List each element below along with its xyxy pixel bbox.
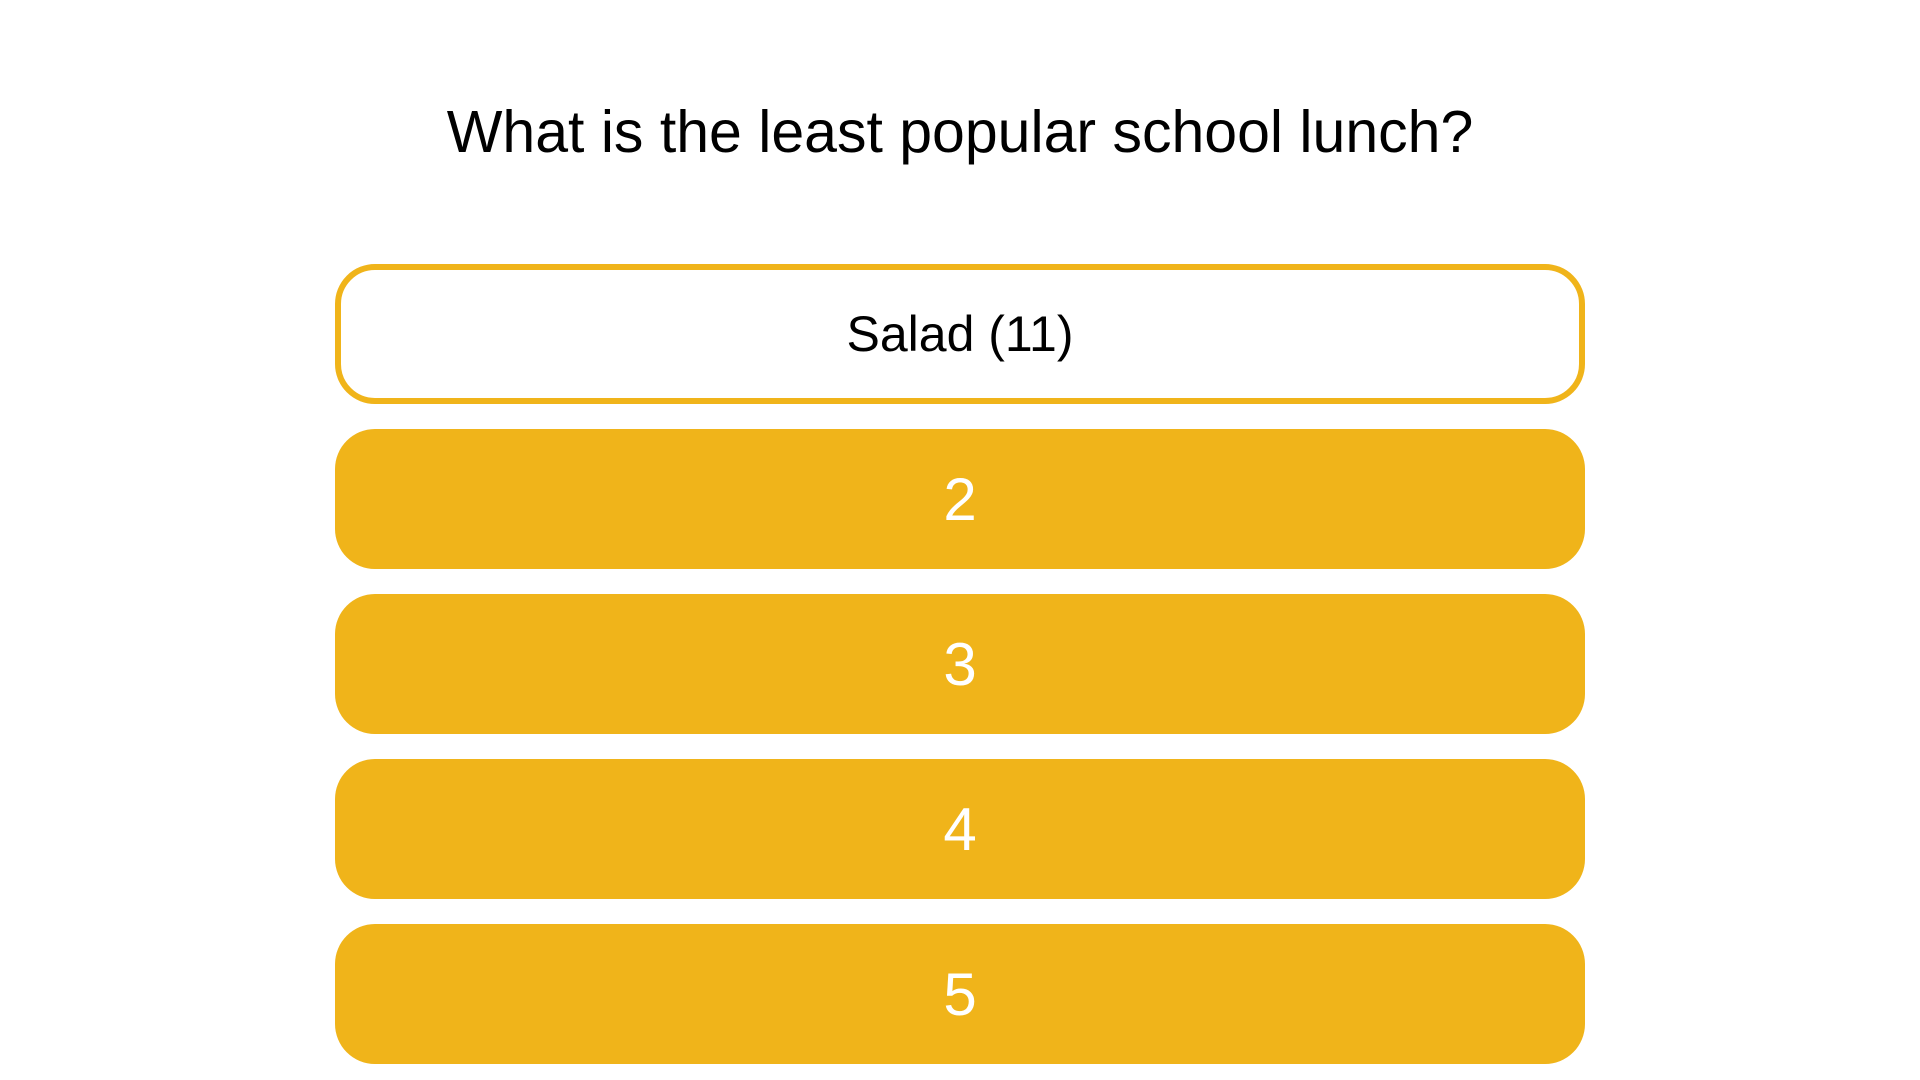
answer-box-5[interactable]: 5 — [335, 924, 1585, 1064]
answer-box-1[interactable]: Salad (11) — [335, 264, 1585, 404]
answer-box-2[interactable]: 2 — [335, 429, 1585, 569]
answer-label-1: Salad (11) — [847, 305, 1074, 363]
answer-box-3[interactable]: 3 — [335, 594, 1585, 734]
answer-label-5: 5 — [943, 960, 976, 1029]
answers-container: Salad (11) 2 3 4 5 — [335, 264, 1585, 1064]
answer-label-2: 2 — [943, 465, 976, 534]
answer-label-4: 4 — [943, 795, 976, 864]
answer-box-4[interactable]: 4 — [335, 759, 1585, 899]
answer-label-3: 3 — [943, 630, 976, 699]
question-text: What is the least popular school lunch? — [447, 98, 1474, 166]
